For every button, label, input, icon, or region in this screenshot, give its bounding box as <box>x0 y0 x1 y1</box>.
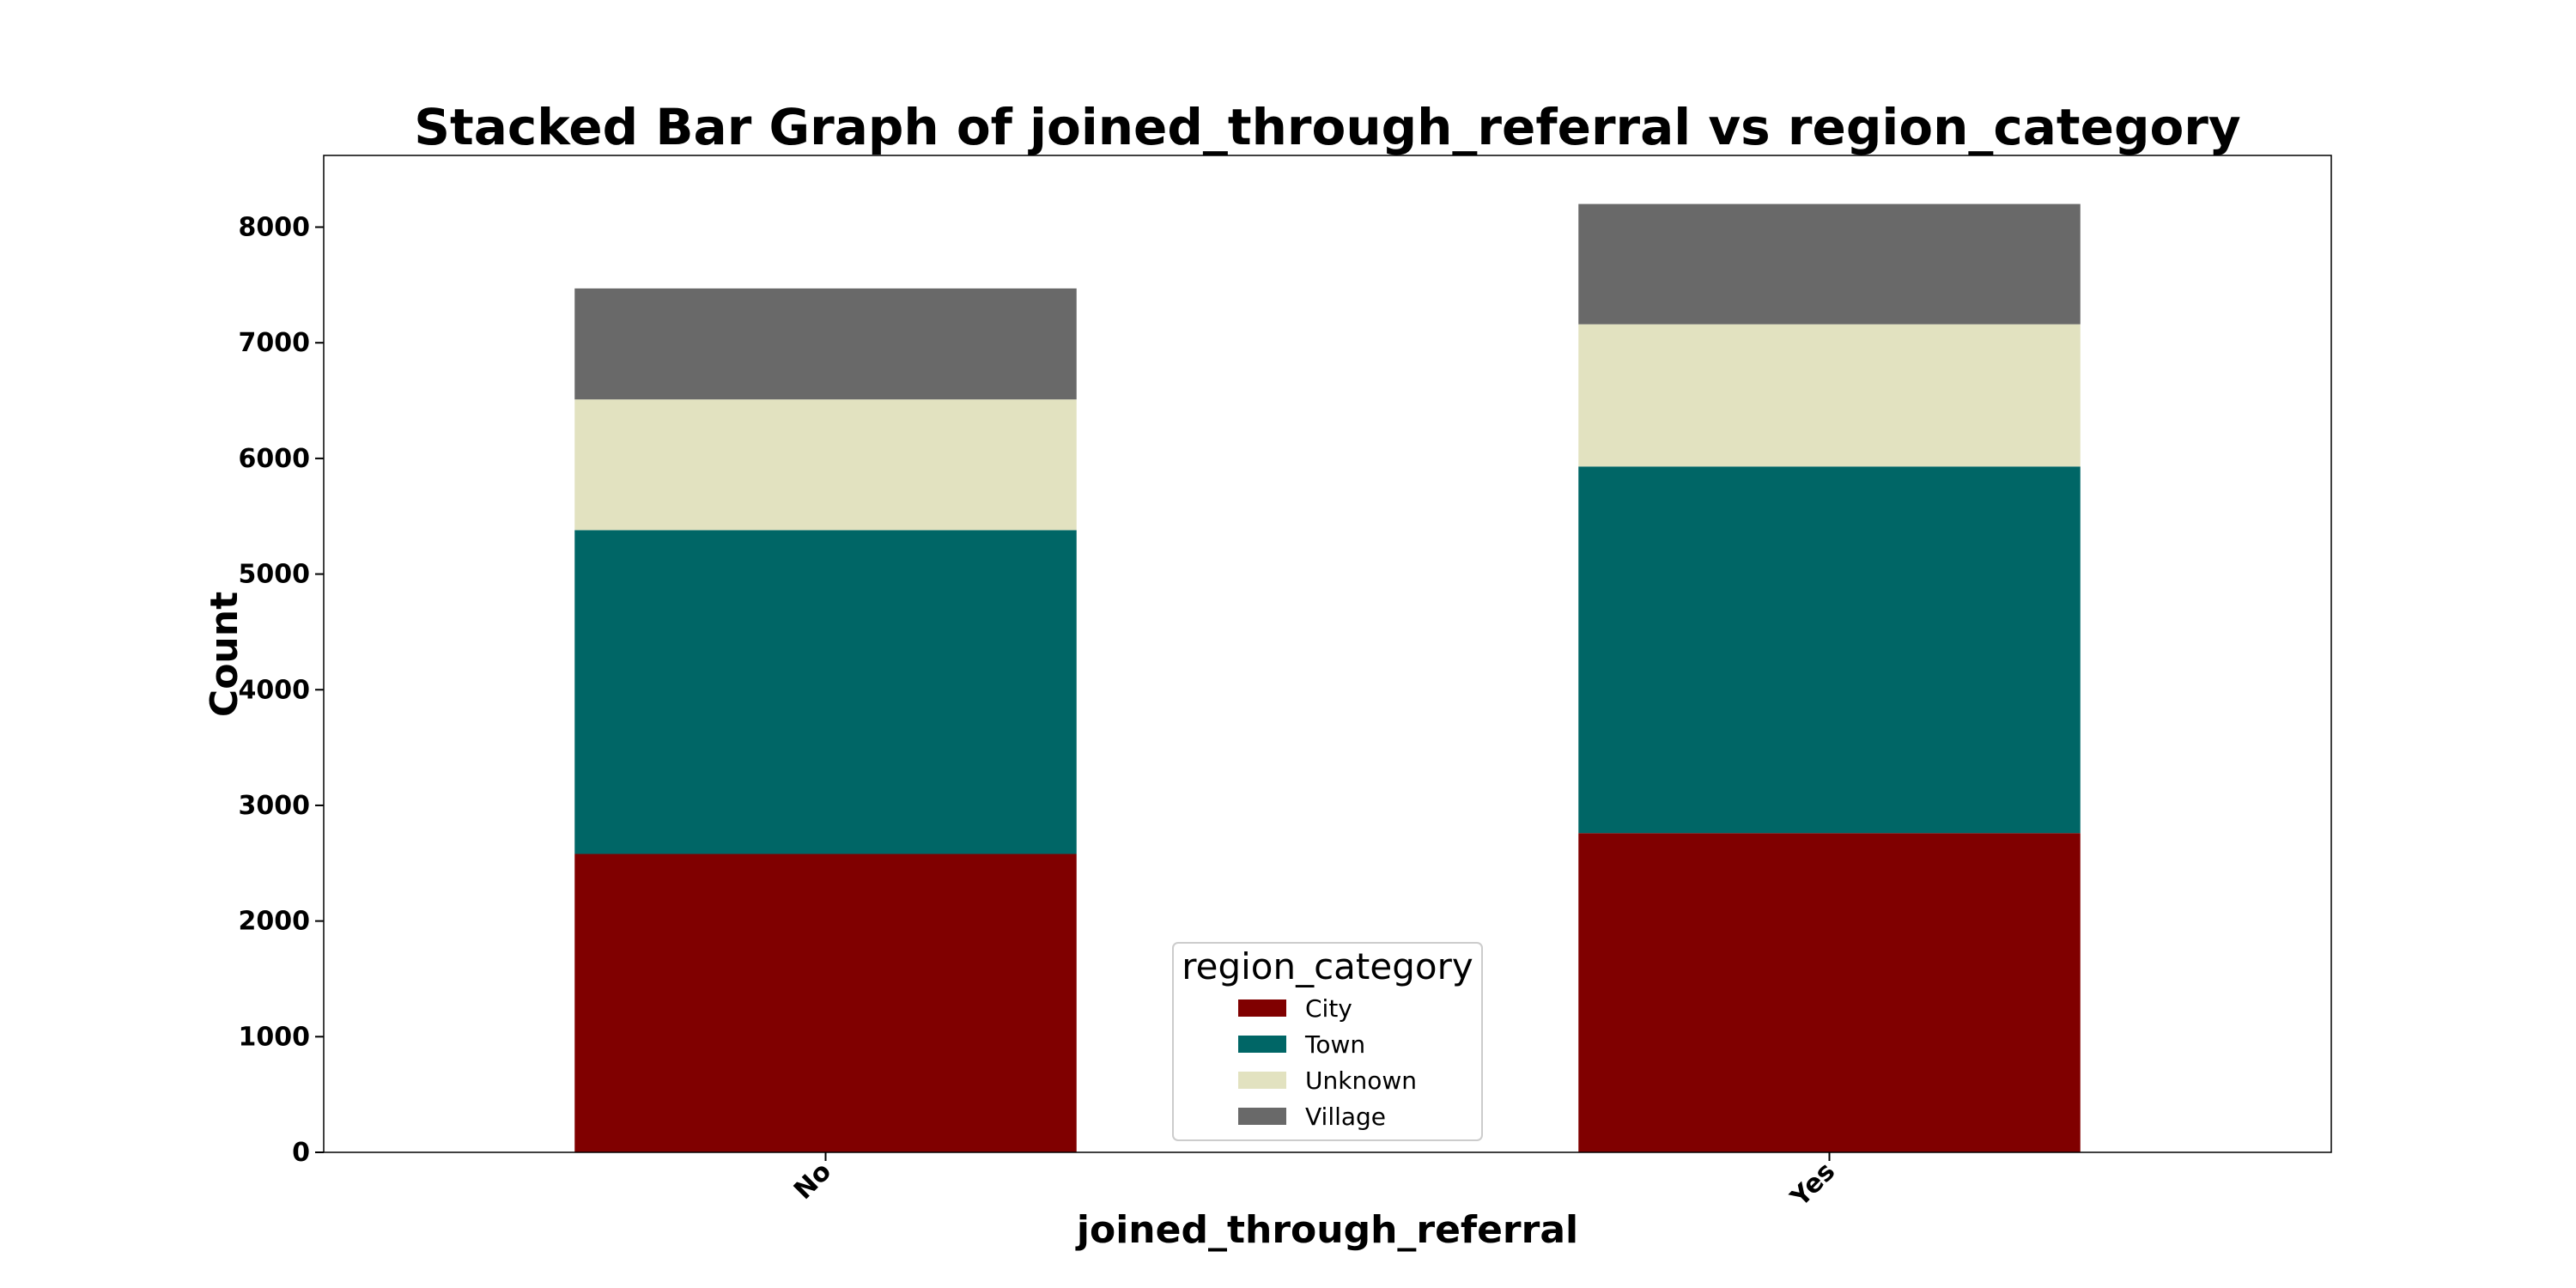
x-tick-label: No <box>788 1157 837 1206</box>
chart-title: Stacked Bar Graph of joined_through_refe… <box>414 98 2240 156</box>
y-axis-label: Count <box>203 592 246 717</box>
legend-frame <box>1172 942 1483 1141</box>
x-axis-label: joined_through_referral <box>1075 1208 1578 1252</box>
y-tick-label: 1000 <box>239 1022 311 1052</box>
bar-no-unknown <box>574 399 1077 531</box>
y-tick-label: 0 <box>292 1138 310 1168</box>
y-tick-label: 2000 <box>239 907 311 937</box>
y-tick-label: 4000 <box>239 675 311 705</box>
bar-no-town <box>574 530 1077 854</box>
legend-label-city: City <box>1305 994 1352 1023</box>
bar-no-city <box>574 854 1077 1152</box>
bars-group <box>574 204 2081 1152</box>
bar-yes-village <box>1578 204 2081 325</box>
legend-label-town: Town <box>1304 1030 1365 1059</box>
bar-yes-town <box>1578 466 2081 834</box>
legend-title: region_category <box>1182 945 1473 987</box>
legend: region_category City Town Unknown Village <box>1172 942 1483 1141</box>
y-axis: 0 1000 2000 3000 4000 5000 6000 7000 8000 <box>239 213 324 1168</box>
y-tick-label: 5000 <box>239 560 311 590</box>
legend-label-village: Village <box>1305 1103 1386 1131</box>
x-axis: No Yes <box>788 1152 1841 1213</box>
x-tick-label: Yes <box>1784 1157 1841 1213</box>
plot-frame <box>323 155 2332 1153</box>
y-tick-label: 3000 <box>239 791 311 821</box>
legend-swatch-unknown <box>1238 1072 1286 1089</box>
legend-swatch-village <box>1238 1108 1286 1125</box>
legend-swatch-town <box>1238 1036 1286 1053</box>
y-tick-label: 8000 <box>239 213 311 243</box>
legend-label-unknown: Unknown <box>1305 1066 1417 1095</box>
y-tick-label: 7000 <box>239 328 311 358</box>
bar-no-village <box>574 288 1077 400</box>
legend-swatch-city <box>1238 999 1286 1017</box>
bar-yes-city <box>1578 833 2081 1152</box>
y-tick-label: 6000 <box>239 444 311 474</box>
bar-yes-unknown <box>1578 324 2081 467</box>
